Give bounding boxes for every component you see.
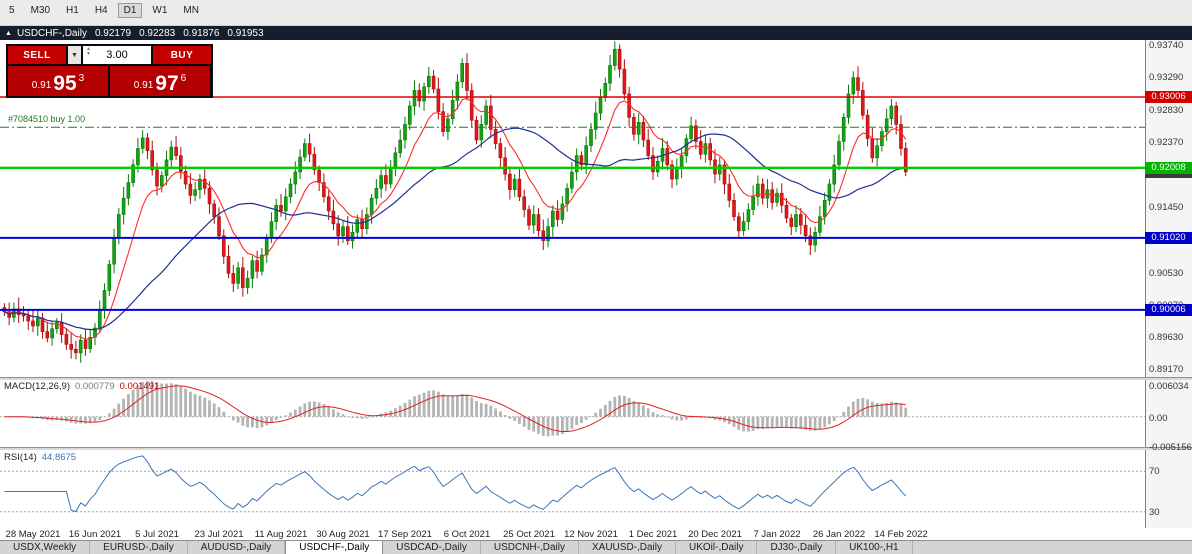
volume-value: 3.00	[106, 49, 128, 61]
chart-symbol-period: USDCHF-,Daily	[16, 27, 87, 39]
date-label: 7 Jan 2022	[753, 529, 801, 540]
timeframe-button[interactable]: 5	[9, 5, 15, 16]
timeframe-button[interactable]: M30	[30, 5, 51, 16]
date-axis: 28 May 2021 16 Jun 2021 5 Jul 2021 23 Jul 2…	[0, 528, 1192, 540]
macd-axis-label: -0.005156	[1149, 442, 1192, 453]
chart-tab[interactable]: USDX,Weekly	[0, 541, 91, 554]
date-label: 14 Feb 2022	[874, 529, 928, 540]
timeframe-button[interactable]: H4	[94, 5, 108, 16]
sell-price-big: 95	[53, 72, 77, 95]
date-label: 11 Aug 2021	[254, 529, 308, 540]
macd-axis-label: 0.006034	[1149, 381, 1189, 392]
chart-tab[interactable]: USDCHF-,Daily	[285, 541, 384, 554]
chart-title-bar: ▲ USDCHF-,Daily 0.92179 0.92283 0.91876 …	[0, 26, 1192, 40]
timeframe-toolbar: 5 M30 H1 H4 D1 W1 MN	[0, 0, 1192, 26]
rsi-name: RSI(14)	[4, 452, 37, 463]
timeframe-button[interactable]: MN	[183, 5, 199, 16]
quote-low: 0.91876	[183, 27, 220, 39]
macd-value-2: 0.001491	[119, 381, 160, 392]
spinner-up-icon[interactable]: ▲	[86, 46, 91, 52]
chart-tab[interactable]: USDCNH-,Daily	[481, 541, 579, 554]
date-label: 5 Jul 2021	[135, 529, 179, 540]
pane-splitter[interactable]	[0, 447, 1192, 450]
chart-tab[interactable]: XAUUSD-,Daily	[579, 541, 676, 554]
rsi-value: 44.8675	[41, 452, 77, 463]
buy-button[interactable]: BUY	[153, 46, 211, 64]
price-axis-background	[1145, 26, 1192, 540]
date-label: 30 Aug 2021	[316, 529, 370, 540]
chart-tab[interactable]: DJ30-,Daily	[757, 541, 837, 554]
sell-price-pip: 3	[78, 73, 85, 84]
chart-tab[interactable]: UK100-,H1	[836, 541, 913, 554]
chart-tab[interactable]: AUDUSD-,Daily	[188, 541, 286, 554]
macd-name: MACD(12,26,9)	[4, 381, 70, 392]
timeframe-button[interactable]: D1	[117, 3, 143, 18]
spinner-down-icon[interactable]: ▼	[86, 51, 91, 57]
chart-tab[interactable]: EURUSD-,Daily	[90, 541, 188, 554]
quote-close: 0.91953	[227, 27, 264, 39]
chart-background	[0, 26, 1145, 540]
macd-axis-label: 0.00	[1149, 413, 1168, 424]
rsi-label: RSI(14) 44.8675	[4, 452, 76, 463]
buy-price-big: 97	[155, 72, 179, 95]
date-label: 28 May 2021	[5, 529, 61, 540]
rsi-axis-label: 70	[1149, 466, 1160, 477]
macd-value-1: 0.000779	[75, 381, 115, 392]
sell-button[interactable]: SELL	[8, 46, 66, 64]
date-label: 23 Jul 2021	[194, 529, 244, 540]
chart-tab[interactable]: USDCAD-,Daily	[383, 541, 481, 554]
buy-price-tile[interactable]: 0.91 97 6	[110, 66, 210, 96]
chart-tab-bar: USDX,Weekly EURUSD-,Daily AUDUSD-,Daily USD…	[0, 540, 1192, 554]
date-label: 17 Sep 2021	[378, 529, 432, 540]
sell-price-prefix: 0.91	[31, 80, 52, 91]
sell-price-tile[interactable]: 0.91 95 3	[8, 66, 108, 96]
date-label: 26 Jan 2022	[812, 529, 866, 540]
chevron-down-icon[interactable]: ▼	[68, 46, 81, 64]
rsi-axis-label: 30	[1149, 507, 1160, 518]
date-label: 16 Jun 2021	[68, 529, 122, 540]
position-label[interactable]: #7084510 buy 1.00	[8, 114, 86, 124]
quote-high: 0.92283	[139, 27, 176, 39]
volume-input[interactable]: ▲ ▼ 3.00	[83, 46, 151, 64]
date-label: 1 Dec 2021	[628, 529, 678, 540]
buy-price-pip: 6	[180, 73, 187, 84]
chart-tab[interactable]: UKOil-,Daily	[676, 541, 758, 554]
one-click-trade-panel: SELL ▼ ▲ ▼ 3.00 BUY 0.91 95 3 0.91 97 6	[6, 44, 213, 98]
macd-label: MACD(12,26,9) 0.000779 0.001491	[4, 381, 159, 392]
date-label: 6 Oct 2021	[443, 529, 491, 540]
date-label: 12 Nov 2021	[564, 529, 618, 540]
quote-open: 0.92179	[94, 27, 132, 39]
volume-spinner[interactable]: ▲ ▼	[86, 47, 91, 57]
buy-price-prefix: 0.91	[133, 80, 154, 91]
timeframe-button[interactable]: H1	[66, 5, 79, 16]
date-label: 20 Dec 2021	[688, 529, 742, 540]
date-label: 25 Oct 2021	[503, 529, 555, 540]
collapse-chart-icon[interactable]: ▲	[5, 29, 12, 37]
timeframe-button[interactable]: W1	[152, 5, 168, 16]
pane-splitter[interactable]	[0, 377, 1192, 380]
